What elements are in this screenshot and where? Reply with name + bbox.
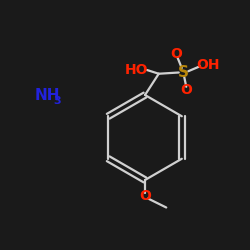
Text: NH: NH: [35, 88, 60, 102]
Text: S: S: [178, 65, 189, 80]
Text: HO: HO: [124, 63, 148, 77]
Text: 3: 3: [53, 96, 60, 106]
Text: OH: OH: [196, 58, 219, 72]
Text: O: O: [170, 47, 182, 61]
Text: O: O: [139, 188, 151, 202]
Text: O: O: [180, 84, 192, 98]
